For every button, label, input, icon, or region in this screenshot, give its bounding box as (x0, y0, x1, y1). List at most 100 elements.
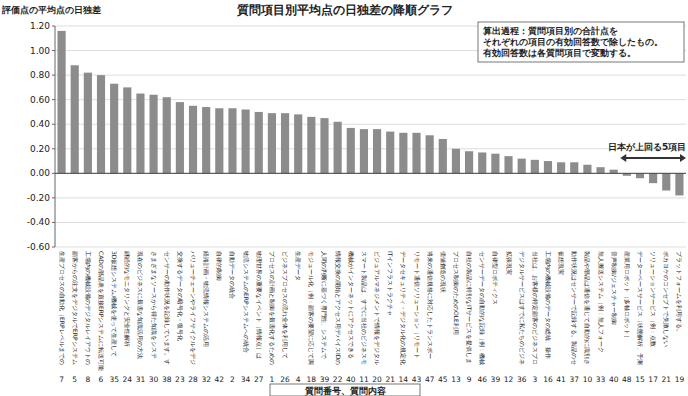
x-tick-label: 18 (307, 375, 317, 384)
bar (675, 173, 683, 195)
x-tick-label: 40 (609, 375, 619, 384)
x-tick-label: 1 (270, 375, 275, 384)
x-tick-label: 3 (532, 375, 537, 384)
bar (97, 75, 105, 173)
bar (504, 156, 512, 173)
bar (176, 102, 184, 173)
tick-label: -0.40 (27, 217, 51, 227)
bar (136, 94, 144, 174)
question-text: 仮想現実 (558, 250, 565, 275)
tick-label: 0.60 (30, 95, 50, 105)
bar (491, 154, 499, 174)
question-text: 経路計画・物流情報システムの活用 (203, 250, 210, 347)
question-text: 拡張現実 (506, 251, 513, 275)
question-text: 生産データ (295, 251, 302, 281)
bar (202, 107, 210, 173)
x-tick-label: 26 (280, 375, 290, 384)
x-tick-label: 33 (596, 375, 606, 384)
bar (373, 129, 381, 173)
question-text: 現在のビジネスに最適な知識活用の方法 (136, 251, 144, 359)
bar (465, 151, 473, 173)
question-text: デジタルサービスはすでに私たちのビジネ (518, 251, 526, 365)
bar (596, 167, 604, 173)
x-tick-label: 23 (175, 375, 185, 384)
bar (84, 73, 92, 174)
question-text: 当社は、お客様の特定顧客のビジネスプロ (532, 251, 539, 365)
x-tick-label: 4 (296, 375, 301, 384)
question-text: 機械がインターネットにアクセスできる (347, 251, 355, 359)
note-text: それぞれの項目の有効回答数で除したもの。 (483, 37, 663, 47)
x-tick-label: 47 (425, 375, 435, 384)
question-text: プロセス制御のためのOLE利用 (453, 251, 460, 335)
bar (452, 149, 460, 174)
x-tick-label: 20 (372, 375, 382, 384)
x-tick-label: 42 (215, 375, 225, 384)
bar (320, 118, 328, 173)
bar (636, 173, 644, 178)
question-text: データセキュリティ・デジタル化の規定化 (400, 251, 407, 365)
question-text: プロセスの計画と制御を最適化するための (268, 251, 276, 365)
x-tick-label: 13 (451, 375, 461, 384)
question-text: モジュール化（例：顧客の要望に応じて調 (307, 251, 315, 365)
question-text: 生産プロセスの自動化（ERPレベルまでの (58, 251, 66, 365)
x-tick-label: 5 (72, 375, 77, 384)
bar (439, 139, 447, 173)
chart: 質問項目別平均点の日独差の降順グラフ評価点の平均点の日独差-0.60-0.40-… (0, 0, 688, 396)
question-text: 工場内の機械設備のデジタルレイアウトの (85, 251, 92, 365)
x-tick-label: 41 (556, 375, 566, 384)
tick-label: 0.80 (30, 70, 50, 80)
tick-label: 0.20 (30, 144, 50, 154)
bar (71, 65, 79, 173)
bars (57, 31, 683, 196)
question-text: 自社の製品に特別なITサービスを提供しま (465, 251, 473, 364)
bar (649, 173, 657, 183)
title: 質問項目別平均点の日独差の降順グラフ (236, 3, 453, 17)
question-text: ビジネスプロセスの流れ全体を利用して (282, 251, 289, 359)
arrow-head (620, 154, 626, 162)
x-tick-label: 10 (583, 375, 593, 384)
x-tick-label: 40 (346, 375, 356, 384)
question-text: ITインフラストラクチャ (387, 251, 394, 316)
x-tick-label: 15 (635, 375, 645, 384)
question-text: プラットフォームを利用する。 (675, 251, 683, 335)
x-tick-label: 35 (109, 375, 119, 384)
bar (110, 84, 118, 174)
x-tick-label: 48 (622, 375, 632, 384)
question-text: 動作状況はセンサーで記録する。製品のセ (570, 251, 578, 365)
x-tick-label: 31 (136, 375, 146, 384)
x-tick-label: 39 (320, 375, 330, 384)
question-text: 無人搬送システム（例：無人フォーク (597, 251, 605, 353)
highlight-arrow (624, 157, 682, 159)
question-text: 情報交換の開始とアクセス用デバイスIDの (335, 250, 342, 365)
bar (57, 31, 65, 173)
question-text: CADの部品表を直接ERPシステムに転送可能 (98, 251, 105, 372)
arrow-head (680, 154, 686, 162)
bar (386, 132, 394, 174)
question-text: 価値創造の現状 (440, 251, 447, 293)
x-axis-label: 質問番号、質問内容 (304, 386, 386, 396)
question-text: さまざまなソースから得た知識をシステ (150, 251, 158, 359)
x-tick-label: 17 (648, 375, 658, 384)
bar (478, 152, 486, 173)
x-tick-label: 37 (569, 375, 579, 384)
x-tick-label: 22 (333, 375, 343, 384)
x-tick-label: 30 (149, 375, 159, 384)
question-text: 産業用ロボット（多軸ロボット） (623, 251, 631, 341)
bar (281, 113, 289, 173)
x-tick-label: 24 (123, 375, 133, 384)
highlight-text: 日本が上回る5項目 (608, 142, 686, 152)
question-text: 自律型ロボティクス (492, 251, 499, 305)
x-tick-label: 21 (385, 375, 395, 384)
question-text: リモート通信ソリューション（リモート (413, 251, 421, 359)
bar (255, 112, 263, 173)
y-axis-label: 評価点の平均点の日独差 (1, 5, 101, 15)
tick-label: 1.00 (30, 46, 50, 56)
x-tick-label: 12 (504, 375, 514, 384)
x-tick-label: 34 (241, 375, 251, 384)
bar (268, 113, 276, 173)
bar (399, 133, 407, 174)
question-text: スマート製品は、すでに当社のビジネスモ (360, 251, 368, 365)
tick-label: 1.20 (30, 21, 50, 31)
x-tick-label: 38 (162, 375, 172, 384)
question-text: 物流システムのERPシステムへの統合 (243, 251, 250, 353)
